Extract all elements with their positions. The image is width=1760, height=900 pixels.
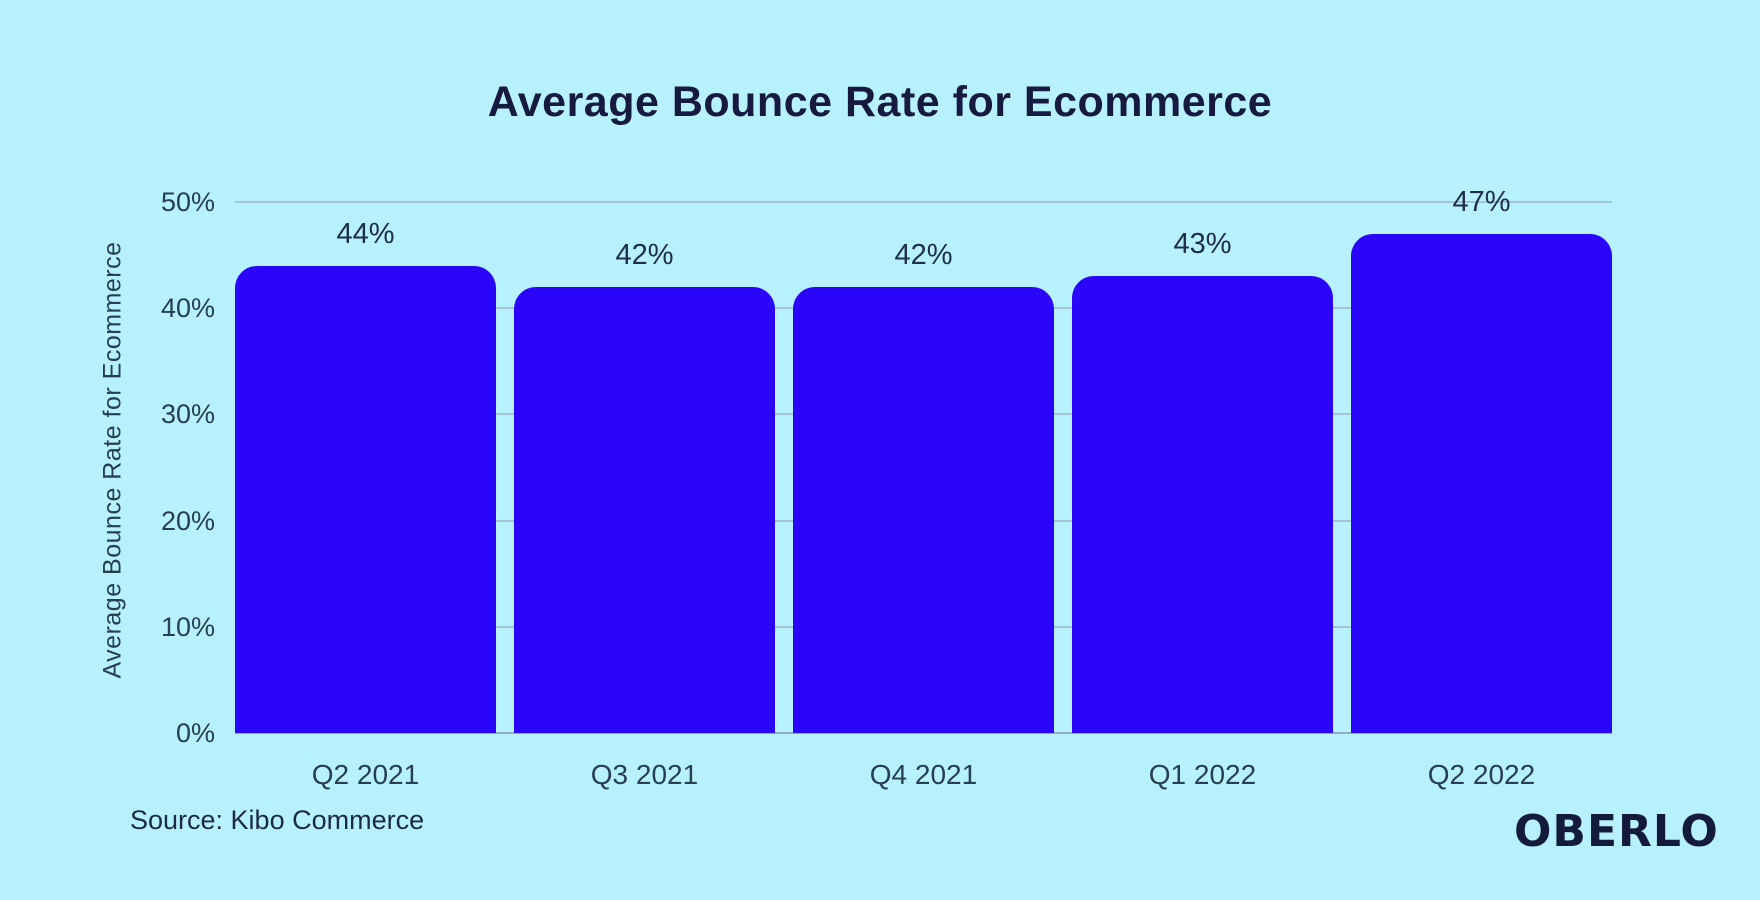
x-tick-label: Q2 2022 — [1427, 759, 1536, 790]
y-tick-label: 50% — [160, 187, 215, 217]
x-tick-label: Q4 2021 — [869, 759, 978, 790]
bar-q2-2022 — [1351, 233, 1612, 733]
x-tick-label: Q3 2021 — [590, 759, 699, 790]
y-tick-label: 40% — [160, 293, 215, 324]
gridline-0% — [235, 732, 1612, 734]
y-tick-label: 20% — [160, 505, 215, 536]
bar-value-label: 42% — [615, 238, 674, 271]
x-tick-label: Q1 2022 — [1148, 759, 1257, 790]
source-note: Source: Kibo Commerce — [130, 805, 425, 835]
bar-value-label: 42% — [894, 238, 953, 271]
bar-value-label: 47% — [1452, 185, 1511, 218]
oberlo-logo: OBERLO — [1514, 806, 1719, 857]
x-tick-label: Q2 2021 — [311, 759, 420, 790]
bar-q4-2021 — [793, 286, 1054, 733]
y-tick-label: 10% — [160, 611, 215, 642]
bar-q2-2021 — [235, 265, 496, 733]
bar-value-label: 43% — [1173, 228, 1232, 261]
chart-title: Average Bounce Rate for Ecommerce — [487, 78, 1273, 126]
bar-q1-2022 — [1072, 276, 1333, 733]
bar-value-label: 44% — [336, 217, 395, 250]
y-tick-label: 0% — [175, 718, 215, 748]
y-tick-label: 30% — [160, 399, 215, 430]
bar-q3-2021 — [514, 286, 775, 733]
gridline-50% — [235, 201, 1612, 203]
